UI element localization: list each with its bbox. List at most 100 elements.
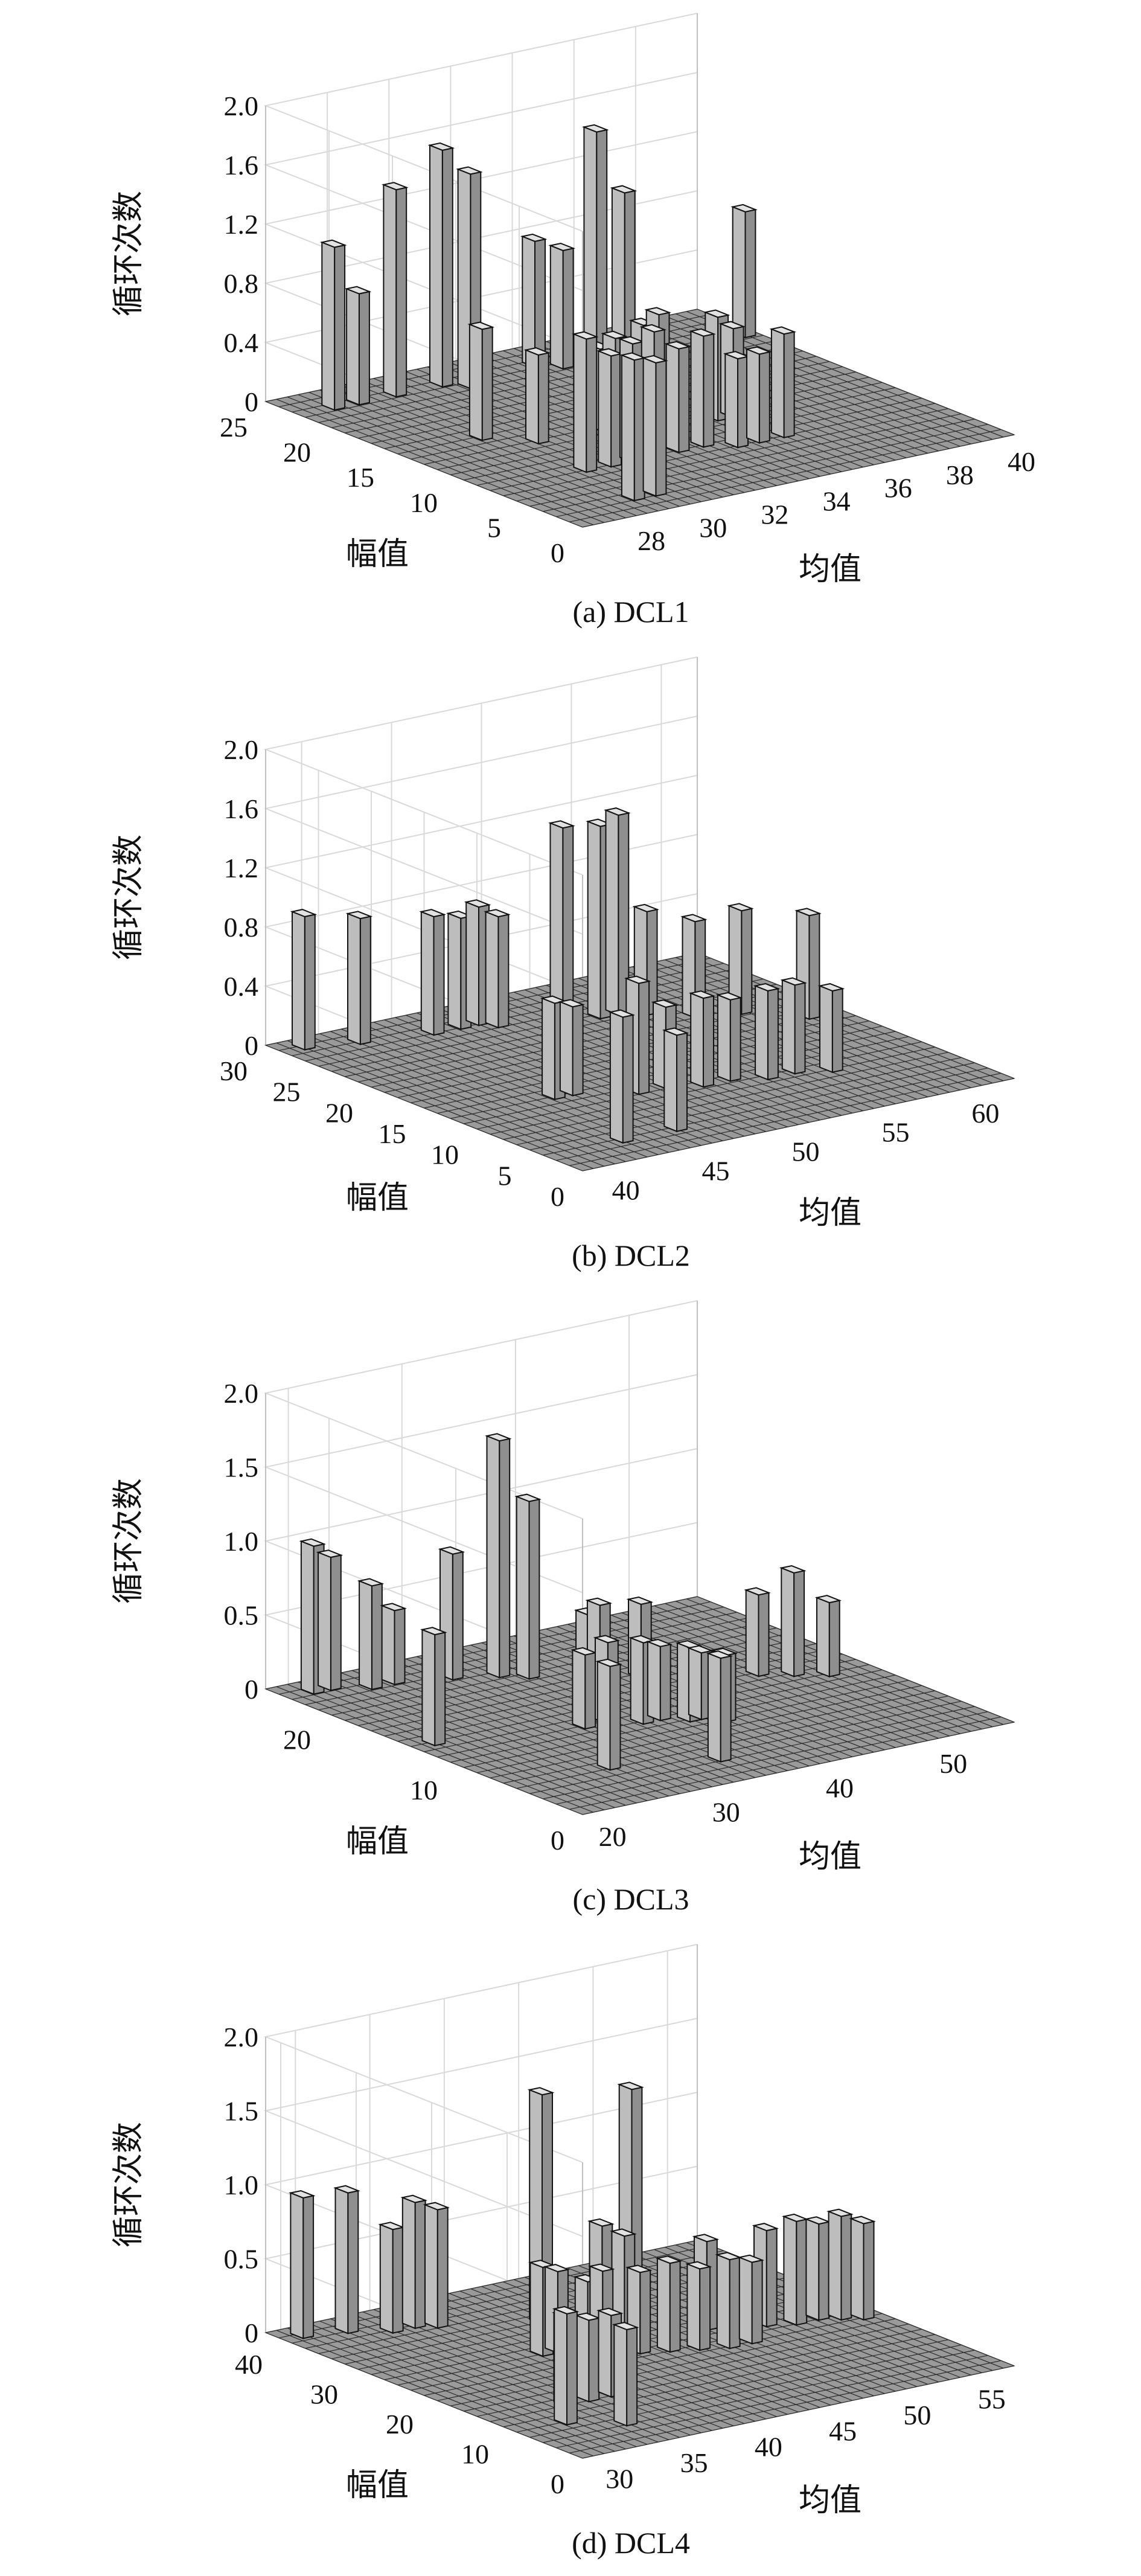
bar [655, 2255, 683, 2353]
z-tick-label: 2.0 [224, 734, 259, 765]
y-tick-label: 20 [283, 437, 311, 468]
z-tick-label: 1.5 [224, 2096, 259, 2127]
y-tick-label: 30 [220, 1056, 248, 1086]
bar [641, 354, 668, 497]
x-tick-labels: 28 30 32 34 36 38 40 [638, 446, 1035, 556]
bar [558, 999, 586, 1097]
y-tick-label: 20 [283, 1725, 311, 1755]
z-axis-label: 循环次数 [110, 1478, 147, 1604]
z-axis-label: 循环次数 [110, 191, 147, 316]
bar [290, 909, 318, 1051]
y-tick-label: 0 [551, 537, 564, 568]
z-tick-label: 0.4 [224, 971, 259, 1002]
bar [610, 185, 638, 357]
bar [378, 2222, 406, 2334]
chart-panel-d: 0 0.5 1.0 1.5 2.0 30 35 40 45 50 55 0 10 20 30 40 循环次数 幅值… [0, 1931, 1141, 2575]
z-tick-labels: 0 0.4 0.8 1.2 1.6 2.0 [224, 734, 259, 1061]
bar [380, 1603, 407, 1686]
y-tick-label: 15 [347, 462, 374, 493]
bar [423, 2202, 450, 2329]
bar [612, 2322, 639, 2427]
bar [723, 351, 750, 449]
bar [706, 1650, 734, 1763]
x-axis-label: 均值 [799, 1839, 861, 1875]
z-tick-label: 1.0 [224, 2170, 259, 2200]
x-axis-label: 均值 [799, 2482, 861, 2519]
bar [688, 990, 716, 1088]
y-tick-label: 25 [273, 1077, 301, 1107]
x-tick-label: 60 [971, 1098, 999, 1129]
z-tick-label: 0.4 [224, 327, 259, 358]
bar [319, 239, 347, 411]
bars [288, 2081, 876, 2427]
bar [727, 903, 754, 1016]
z-tick-label: 0.5 [224, 2244, 259, 2275]
x-tick-label: 50 [792, 1136, 820, 1167]
x-tick-label: 28 [638, 525, 665, 556]
bar [344, 286, 372, 406]
z-tick-label: 0 [245, 2318, 258, 2348]
bar [804, 2216, 831, 2321]
x-tick-label: 20 [599, 1821, 627, 1852]
x-tick-label: 55 [978, 2384, 1006, 2415]
z-tick-labels: 0 0.5 1.0 1.5 2.0 [224, 2022, 259, 2348]
x-tick-labels: 30 35 40 45 50 55 [606, 2384, 1005, 2494]
chart-panel-b: 0 0.4 0.8 1.2 1.6 2.0 40 45 50 55 60 0 5 10 15 20 25 30 循环… [0, 644, 1141, 1287]
bar [689, 328, 716, 448]
bar [288, 2190, 316, 2340]
x-tick-label: 45 [702, 1155, 730, 1186]
bar [467, 321, 495, 441]
bar [715, 992, 743, 1082]
chart-svg-b: 0 0.4 0.8 1.2 1.6 2.0 40 45 50 55 60 0 5 10 15 20 25 30 循环… [110, 656, 1015, 1272]
y-tick-labels: 0 10 20 30 40 [235, 2349, 564, 2499]
bar [484, 909, 511, 1029]
bar [548, 820, 575, 1022]
z-tick-label: 1.2 [224, 853, 259, 883]
x-tick-label: 40 [1008, 446, 1035, 477]
x-tick-label: 50 [903, 2400, 931, 2430]
z-tick-label: 0.8 [224, 268, 259, 299]
bar [581, 124, 609, 355]
bar [548, 242, 576, 370]
bar [780, 977, 807, 1075]
y-tick-label: 0 [551, 1825, 564, 1856]
z-tick-label: 2.0 [224, 1378, 259, 1409]
y-tick-label: 10 [461, 2438, 489, 2469]
z-tick-label: 2.0 [224, 91, 259, 121]
bar [345, 911, 373, 1045]
x-tick-label: 30 [606, 2463, 633, 2494]
z-axis-label: 循环次数 [110, 2122, 147, 2248]
bar [608, 1009, 636, 1144]
x-tick-label: 40 [612, 1174, 640, 1205]
z-tick-label: 0 [245, 386, 258, 417]
y-tick-label: 40 [235, 2349, 263, 2380]
x-tick-label: 32 [761, 499, 788, 530]
bar [619, 352, 647, 502]
chart-caption: (c) DCL3 [573, 1882, 689, 1916]
z-tick-label: 1.0 [224, 1526, 259, 1557]
chart-panel-c: 0 0.5 1.0 1.5 2.0 20 30 40 50 0 10 20 循环次数 幅值 均值 (c) DC… [0, 1287, 1141, 1931]
bar [485, 1433, 512, 1679]
bar [574, 2312, 601, 2403]
bar [419, 909, 446, 1036]
z-tick-label: 2.0 [224, 2022, 259, 2052]
y-tick-label: 15 [379, 1118, 406, 1149]
y-axis-label: 幅值 [346, 1180, 409, 1216]
z-tick-label: 1.6 [224, 150, 259, 181]
chart-caption: (d) DCL4 [572, 2526, 690, 2560]
y-tick-label: 10 [431, 1139, 459, 1170]
bar [814, 1595, 842, 1678]
bar [596, 348, 624, 468]
bar [520, 233, 548, 368]
x-tick-labels: 20 30 40 50 [599, 1748, 967, 1852]
x-tick-label: 38 [946, 460, 974, 490]
chart-panel-a: 0 0.4 0.8 1.2 1.6 2.0 28 30 32 34 36 38 40 0 5 10 15 20 25… [0, 0, 1141, 644]
x-tick-label: 40 [826, 1772, 854, 1803]
bar [849, 2216, 876, 2321]
z-tick-label: 1.5 [224, 1452, 259, 1483]
bar [381, 182, 409, 398]
x-axis-label: 均值 [799, 1195, 861, 1231]
z-tick-label: 1.2 [224, 209, 259, 240]
bar [427, 142, 455, 388]
